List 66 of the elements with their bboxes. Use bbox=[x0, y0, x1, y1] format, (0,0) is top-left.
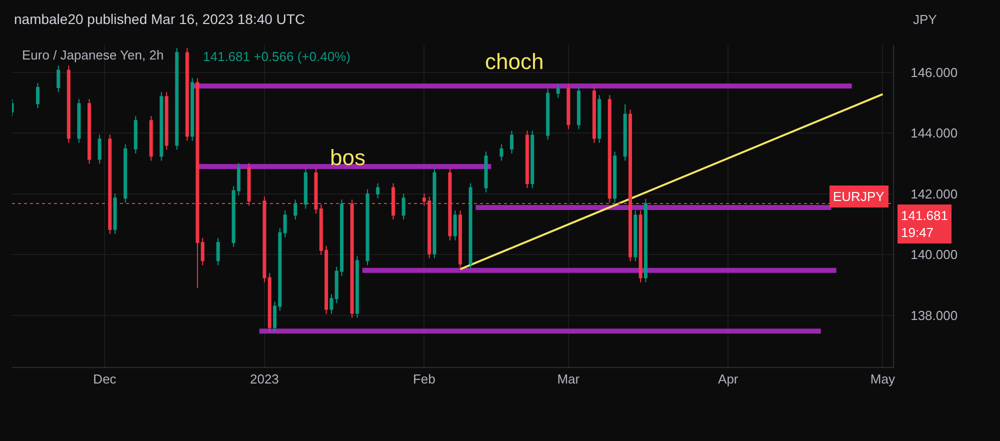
annotation: 141.681 +0.566 (+0.40%) bbox=[203, 49, 350, 64]
candlestick bbox=[468, 182, 472, 270]
candlestick bbox=[66, 65, 70, 144]
candlestick bbox=[484, 151, 488, 193]
candlestick bbox=[402, 193, 406, 220]
candlestick bbox=[134, 116, 138, 154]
candlestick bbox=[608, 94, 612, 204]
candlestick bbox=[294, 199, 298, 220]
candlestick bbox=[638, 210, 642, 283]
x-tick-label: Dec bbox=[93, 372, 117, 387]
candlestick bbox=[56, 65, 60, 93]
chart-title: Euro / Japanese Yen, 2h bbox=[22, 48, 164, 63]
candlestick bbox=[88, 98, 92, 164]
candlestick bbox=[304, 168, 308, 210]
candlestick bbox=[366, 188, 370, 266]
candlestick bbox=[592, 86, 596, 144]
candlestick bbox=[525, 130, 529, 189]
candlestick bbox=[576, 86, 580, 130]
candlestick bbox=[149, 116, 153, 162]
candlestick bbox=[330, 294, 334, 314]
y-axis-title: JPY bbox=[913, 12, 938, 27]
candlestick bbox=[113, 193, 117, 234]
annotation: bos bbox=[330, 145, 366, 170]
candlestick bbox=[634, 210, 638, 262]
candlestick bbox=[175, 48, 179, 150]
candlestick bbox=[164, 92, 168, 150]
ref-line-label: EURJPY bbox=[833, 189, 885, 204]
annotation: choch bbox=[485, 49, 544, 74]
candlestick bbox=[500, 144, 504, 162]
candlestick bbox=[453, 210, 457, 241]
candlestick bbox=[644, 198, 648, 283]
y-tick-label: 142.000 bbox=[910, 186, 958, 202]
candlestick bbox=[190, 78, 194, 142]
candlestick bbox=[98, 134, 102, 164]
x-tick-label: May bbox=[870, 372, 896, 387]
y-tick-label: 138.000 bbox=[910, 308, 958, 323]
candlestick bbox=[613, 151, 617, 204]
candlestick bbox=[77, 98, 81, 144]
candlestick bbox=[598, 94, 602, 144]
y-tick-label: 140.000 bbox=[910, 247, 958, 262]
x-tick-label: Mar bbox=[557, 372, 580, 387]
y-tick-label: 146.000 bbox=[910, 64, 958, 80]
candlestick bbox=[376, 182, 380, 199]
candlestick bbox=[283, 210, 287, 238]
text: nambale20 published Mar 16, 2023 18:40 UTC bbox=[14, 11, 306, 27]
candlestick bbox=[200, 237, 204, 266]
candlestick bbox=[556, 84, 560, 98]
candlestick bbox=[530, 130, 534, 189]
x-tick-label: 2023 bbox=[250, 372, 279, 387]
candlestick bbox=[546, 88, 550, 140]
x-tick-label: Apr bbox=[718, 372, 739, 387]
candlestick bbox=[36, 82, 40, 109]
x-tick-label: Feb bbox=[412, 372, 436, 387]
candlestick bbox=[216, 237, 220, 266]
candlestick bbox=[432, 168, 436, 259]
candlestick bbox=[566, 84, 570, 130]
candlestick bbox=[355, 256, 359, 318]
candlestick bbox=[160, 92, 164, 162]
candlestick bbox=[510, 130, 514, 154]
candlestick bbox=[268, 272, 272, 333]
y-tick-label: 144.000 bbox=[910, 126, 958, 141]
candlestick bbox=[185, 48, 189, 142]
text: 141.681 19:47 bbox=[901, 208, 948, 240]
candlestick bbox=[124, 144, 128, 204]
candlestick bbox=[623, 104, 627, 162]
candlestick bbox=[458, 210, 462, 270]
